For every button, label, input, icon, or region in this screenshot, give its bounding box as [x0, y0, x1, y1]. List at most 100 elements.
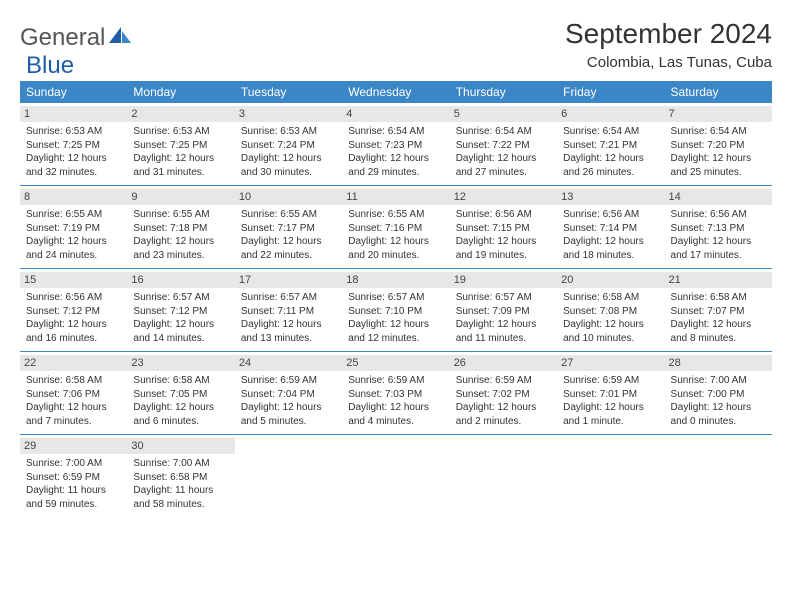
sunset-text: Sunset: 7:08 PM [563, 305, 658, 319]
calendar-day-cell: 20Sunrise: 6:58 AMSunset: 7:08 PMDayligh… [557, 269, 664, 352]
sunrise-text: Sunrise: 6:58 AM [133, 374, 228, 388]
calendar-day-cell: 14Sunrise: 6:56 AMSunset: 7:13 PMDayligh… [665, 186, 772, 269]
weekday-header: Wednesday [342, 81, 449, 103]
calendar-day-cell: 16Sunrise: 6:57 AMSunset: 7:12 PMDayligh… [127, 269, 234, 352]
sunrise-text: Sunrise: 6:59 AM [241, 374, 336, 388]
daylight-text: and 59 minutes. [26, 498, 121, 512]
calendar-day-cell: 29Sunrise: 7:00 AMSunset: 6:59 PMDayligh… [20, 435, 127, 518]
sunset-text: Sunset: 7:05 PM [133, 388, 228, 402]
daylight-text: and 2 minutes. [456, 415, 551, 429]
calendar-day-cell: 1Sunrise: 6:53 AMSunset: 7:25 PMDaylight… [20, 103, 127, 186]
calendar-header-row: Sunday Monday Tuesday Wednesday Thursday… [20, 81, 772, 103]
sunset-text: Sunset: 7:09 PM [456, 305, 551, 319]
calendar-day-cell: 18Sunrise: 6:57 AMSunset: 7:10 PMDayligh… [342, 269, 449, 352]
day-number: 19 [450, 272, 557, 288]
daylight-text: and 58 minutes. [133, 498, 228, 512]
sunset-text: Sunset: 7:12 PM [26, 305, 121, 319]
daylight-text: and 32 minutes. [26, 166, 121, 180]
sunrise-text: Sunrise: 6:58 AM [26, 374, 121, 388]
calendar-day-cell: 26Sunrise: 6:59 AMSunset: 7:02 PMDayligh… [450, 352, 557, 435]
sunset-text: Sunset: 7:16 PM [348, 222, 443, 236]
day-number: 12 [450, 189, 557, 205]
daylight-text: Daylight: 12 hours [348, 401, 443, 415]
sunrise-text: Sunrise: 6:56 AM [456, 208, 551, 222]
daylight-text: and 23 minutes. [133, 249, 228, 263]
daylight-text: Daylight: 12 hours [133, 235, 228, 249]
day-number: 17 [235, 272, 342, 288]
daylight-text: Daylight: 12 hours [241, 235, 336, 249]
day-number: 2 [127, 106, 234, 122]
day-number: 18 [342, 272, 449, 288]
daylight-text: Daylight: 12 hours [456, 152, 551, 166]
sunrise-text: Sunrise: 6:59 AM [348, 374, 443, 388]
sunset-text: Sunset: 7:15 PM [456, 222, 551, 236]
header: General September 2024 Colombia, Las Tun… [20, 18, 772, 71]
calendar-day-cell: 27Sunrise: 6:59 AMSunset: 7:01 PMDayligh… [557, 352, 664, 435]
weekday-header: Friday [557, 81, 664, 103]
sunrise-text: Sunrise: 6:53 AM [133, 125, 228, 139]
page-title: September 2024 [565, 18, 772, 50]
sunrise-text: Sunrise: 6:57 AM [456, 291, 551, 305]
daylight-text: and 7 minutes. [26, 415, 121, 429]
sunrise-text: Sunrise: 6:54 AM [563, 125, 658, 139]
daylight-text: Daylight: 12 hours [456, 235, 551, 249]
day-number: 25 [342, 355, 449, 371]
daylight-text: Daylight: 12 hours [26, 318, 121, 332]
calendar-day-cell: 11Sunrise: 6:55 AMSunset: 7:16 PMDayligh… [342, 186, 449, 269]
daylight-text: and 22 minutes. [241, 249, 336, 263]
sunrise-text: Sunrise: 6:54 AM [348, 125, 443, 139]
day-number: 21 [665, 272, 772, 288]
daylight-text: Daylight: 12 hours [348, 152, 443, 166]
sunset-text: Sunset: 7:19 PM [26, 222, 121, 236]
sunset-text: Sunset: 7:22 PM [456, 139, 551, 153]
calendar-day-cell: 19Sunrise: 6:57 AMSunset: 7:09 PMDayligh… [450, 269, 557, 352]
day-number: 14 [665, 189, 772, 205]
daylight-text: and 27 minutes. [456, 166, 551, 180]
daylight-text: and 10 minutes. [563, 332, 658, 346]
daylight-text: and 31 minutes. [133, 166, 228, 180]
daylight-text: and 13 minutes. [241, 332, 336, 346]
calendar-day-cell: 15Sunrise: 6:56 AMSunset: 7:12 PMDayligh… [20, 269, 127, 352]
calendar-week-row: 22Sunrise: 6:58 AMSunset: 7:06 PMDayligh… [20, 352, 772, 435]
calendar-day-cell: 28Sunrise: 7:00 AMSunset: 7:00 PMDayligh… [665, 352, 772, 435]
calendar-day-cell: 3Sunrise: 6:53 AMSunset: 7:24 PMDaylight… [235, 103, 342, 186]
daylight-text: and 11 minutes. [456, 332, 551, 346]
sunrise-text: Sunrise: 6:58 AM [671, 291, 766, 305]
daylight-text: Daylight: 12 hours [456, 401, 551, 415]
day-number: 8 [20, 189, 127, 205]
daylight-text: and 1 minute. [563, 415, 658, 429]
day-number: 29 [20, 438, 127, 454]
day-number: 30 [127, 438, 234, 454]
sunrise-text: Sunrise: 6:56 AM [563, 208, 658, 222]
sunrise-text: Sunrise: 6:54 AM [456, 125, 551, 139]
day-number: 1 [20, 106, 127, 122]
daylight-text: Daylight: 12 hours [133, 152, 228, 166]
daylight-text: and 25 minutes. [671, 166, 766, 180]
calendar-day-cell: 23Sunrise: 6:58 AMSunset: 7:05 PMDayligh… [127, 352, 234, 435]
day-number: 16 [127, 272, 234, 288]
daylight-text: Daylight: 12 hours [671, 401, 766, 415]
logo: General [20, 24, 133, 52]
daylight-text: and 0 minutes. [671, 415, 766, 429]
sunset-text: Sunset: 7:20 PM [671, 139, 766, 153]
sunset-text: Sunset: 7:24 PM [241, 139, 336, 153]
sunrise-text: Sunrise: 6:57 AM [348, 291, 443, 305]
sunrise-text: Sunrise: 7:00 AM [671, 374, 766, 388]
calendar-day-cell: 6Sunrise: 6:54 AMSunset: 7:21 PMDaylight… [557, 103, 664, 186]
sunrise-text: Sunrise: 6:57 AM [133, 291, 228, 305]
sunset-text: Sunset: 7:10 PM [348, 305, 443, 319]
day-number: 5 [450, 106, 557, 122]
sunset-text: Sunset: 7:13 PM [671, 222, 766, 236]
calendar-day-cell: 12 Sunrise: 6:56 AMSunset: 7:15 PMDayligh… [450, 186, 557, 269]
day-number: 27 [557, 355, 664, 371]
sail-icon [107, 25, 133, 52]
daylight-text: Daylight: 12 hours [133, 318, 228, 332]
daylight-text: Daylight: 12 hours [563, 401, 658, 415]
calendar-day-cell [557, 435, 664, 518]
sunset-text: Sunset: 7:03 PM [348, 388, 443, 402]
calendar-body: 1Sunrise: 6:53 AMSunset: 7:25 PMDaylight… [20, 103, 772, 517]
sunrise-text: Sunrise: 6:55 AM [133, 208, 228, 222]
daylight-text: Daylight: 11 hours [133, 484, 228, 498]
day-number: 11 [342, 189, 449, 205]
calendar-week-row: 8 Sunrise: 6:55 AM Sunset: 7:19 PM Daylight… [20, 186, 772, 269]
